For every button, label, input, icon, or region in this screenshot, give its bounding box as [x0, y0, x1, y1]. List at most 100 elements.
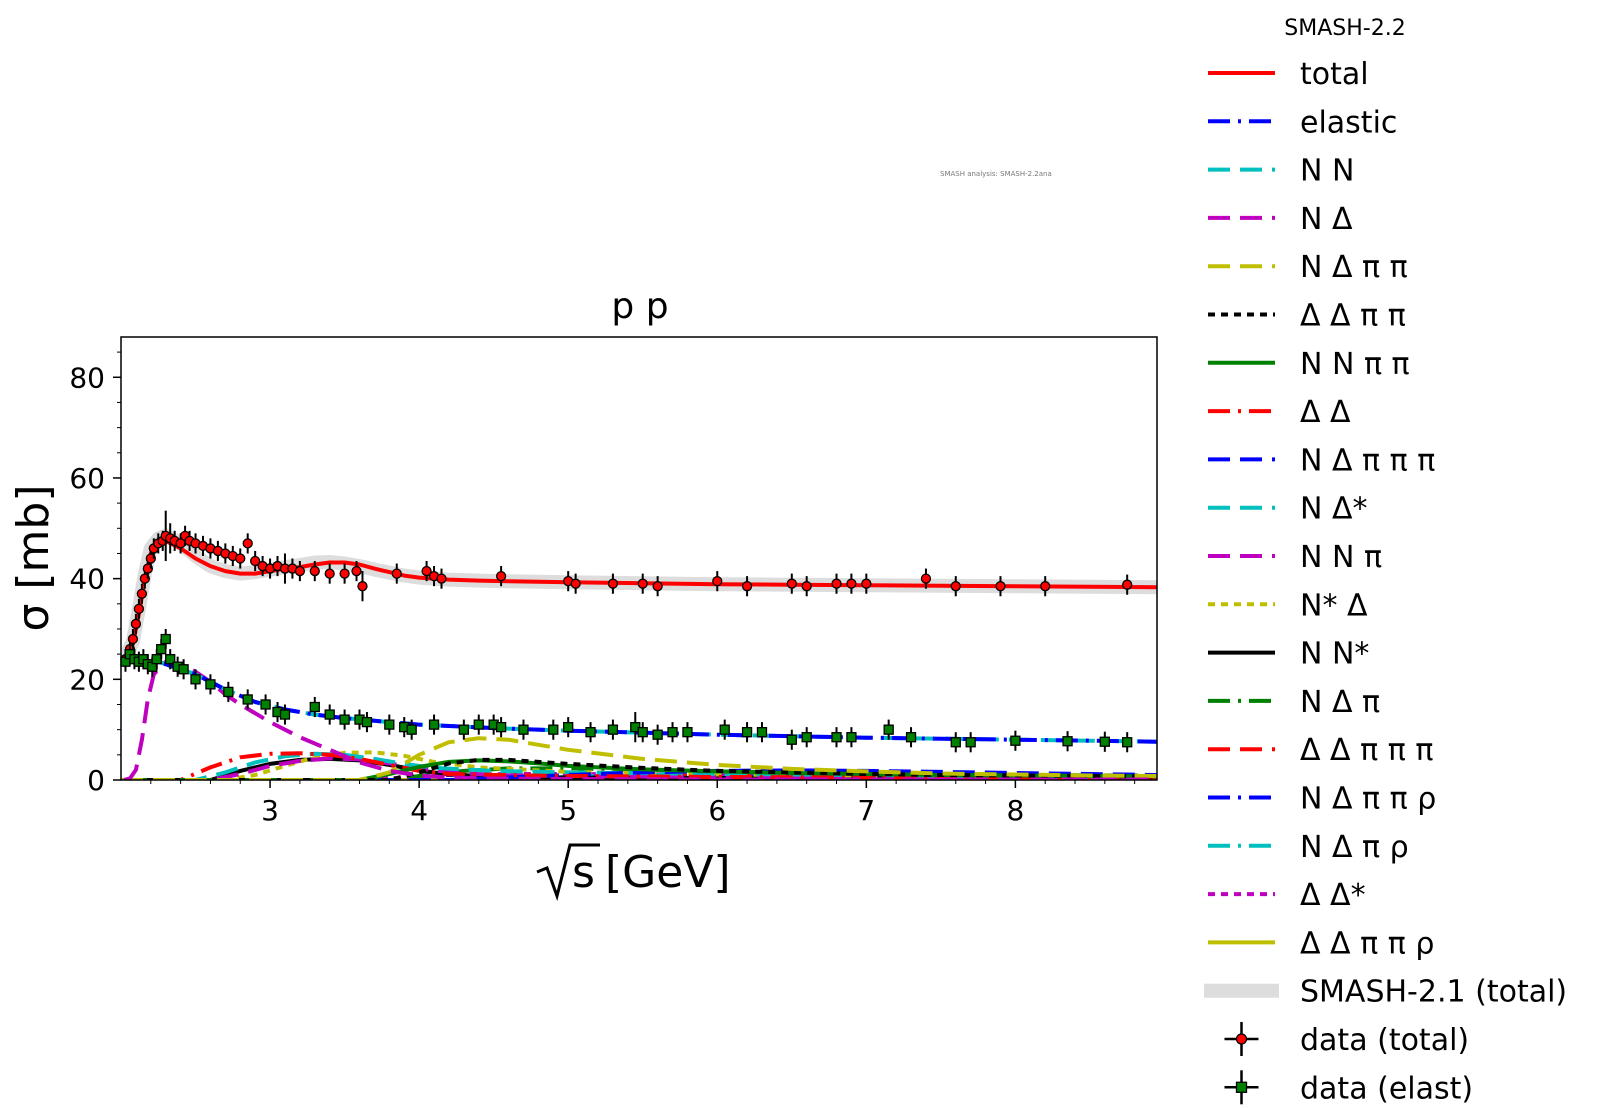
data-total-point — [652, 576, 663, 597]
legend-label: total — [1300, 57, 1369, 92]
data-elast-point — [786, 729, 797, 750]
legend-item-n-n-pi: N N π — [1208, 540, 1382, 575]
series-line-n-pi-pi — [121, 736, 1157, 780]
data-total-point — [357, 571, 368, 602]
legend: total elastic N N N Δ N Δ π π Δ Δ π π N N π π Δ… — [1204, 57, 1567, 1106]
data-total-point — [324, 563, 335, 584]
legend-item-n-pi-rho: N Δ π ρ — [1208, 830, 1409, 865]
plot-area: 3 4 5 6 7 8 0 20 40 60 80 — [69, 336, 1158, 827]
legend-item-data-total: data (total) — [1224, 1022, 1469, 1058]
data-elast-point — [260, 694, 271, 715]
marker-square — [883, 724, 894, 735]
data-elast-point — [160, 628, 171, 650]
legend-item-pi-pi: Δ Δ π π — [1208, 299, 1406, 334]
marker-circle — [136, 588, 148, 599]
data-total-point — [421, 561, 432, 582]
marker-circle — [235, 553, 246, 564]
y-tick-label: 20 — [69, 663, 105, 696]
data-elast-point — [637, 722, 648, 743]
data-elast-point — [178, 659, 189, 680]
x-tick-label: 3 — [261, 794, 279, 827]
data-total-point — [242, 533, 253, 554]
marker-square — [339, 714, 350, 725]
x-tick-label: 6 — [708, 794, 726, 827]
y-axis-ticks: 0 20 40 60 80 — [69, 351, 121, 797]
data-total-point — [861, 573, 872, 594]
smash21-band-layer — [121, 528, 1157, 663]
marker-circle — [652, 581, 663, 592]
marker-square — [846, 732, 857, 743]
y-tick-label: 0 — [87, 764, 105, 797]
marker-circle — [1040, 581, 1051, 592]
data-elast-point — [190, 669, 201, 690]
legend-item-n-star: N Δ* — [1208, 492, 1368, 527]
marker-circle — [351, 565, 362, 577]
data-elast-point — [406, 719, 417, 740]
marker-square — [205, 679, 216, 690]
marker-square — [160, 633, 171, 645]
data-total-point — [607, 573, 619, 594]
data-total-point — [294, 561, 306, 582]
data-points-layer — [120, 510, 1133, 753]
data-total-point — [950, 576, 961, 597]
marker-square — [563, 721, 574, 733]
marker-circle — [801, 581, 812, 592]
marker-circle — [294, 565, 306, 577]
legend-label: N Δ π π π — [1300, 443, 1435, 478]
series-line-n — [123, 659, 1157, 780]
series-line-nstar — [121, 750, 1157, 780]
legend-item-total: total — [1208, 57, 1369, 92]
data-total-point — [309, 561, 320, 582]
marker-square — [151, 654, 162, 665]
marker-square — [652, 729, 663, 740]
marker-square — [495, 721, 507, 733]
legend-item-: Δ Δ — [1208, 395, 1351, 430]
marker-circle — [324, 568, 335, 579]
data-total-point — [235, 548, 246, 569]
marker-circle — [920, 573, 932, 584]
data-elast-point — [563, 717, 574, 738]
legend-label: Δ Δ — [1300, 395, 1351, 430]
data-total-point — [570, 573, 581, 594]
data-total-point — [563, 571, 574, 592]
marker-circle — [607, 578, 619, 589]
marker-square — [965, 737, 976, 748]
plot-frame — [120, 336, 1158, 781]
marker-circle — [741, 581, 753, 592]
legend-label: N Δ π — [1300, 685, 1380, 720]
marker-square — [719, 724, 730, 735]
marker-square — [242, 694, 253, 705]
marker-square — [518, 724, 529, 735]
watermark: SMASH analysis: SMASH-2.2ana — [940, 170, 1052, 178]
marker-square — [279, 709, 291, 720]
data-elast-point — [652, 724, 663, 745]
data-total-point — [391, 563, 402, 584]
marker-square — [637, 727, 648, 738]
marker-square — [548, 724, 559, 735]
x-axis-label: s [GeV] — [536, 843, 731, 902]
sqrt-symbol — [536, 843, 600, 902]
marker-circle — [436, 573, 447, 584]
marker-square — [428, 719, 440, 730]
marker-square — [786, 734, 797, 745]
data-elast-point — [1099, 731, 1110, 752]
data-elast-point — [1010, 730, 1021, 751]
legend-label: N Δ — [1300, 202, 1353, 237]
data-total-point — [831, 573, 842, 594]
legend-label: elastic — [1300, 105, 1397, 140]
legend-label: N N π π — [1300, 347, 1410, 382]
marker-square — [1010, 735, 1021, 746]
data-total-point — [136, 583, 148, 604]
series-line-total — [122, 538, 1157, 661]
marker-circle — [846, 578, 857, 589]
marker-circle — [391, 568, 402, 579]
marker-circle — [495, 570, 507, 582]
data-elast-point — [384, 714, 395, 735]
data-elast-point — [473, 714, 484, 735]
data-elast-point — [667, 722, 678, 743]
legend-item-n-nstar: N N* — [1208, 637, 1369, 672]
legend-item-smash21-total: SMASH-2.1 (total) — [1204, 975, 1567, 1010]
data-total-point — [339, 563, 350, 584]
legend-label: Δ Δ π π — [1300, 299, 1406, 334]
legend-label: N Δ* — [1300, 492, 1368, 527]
